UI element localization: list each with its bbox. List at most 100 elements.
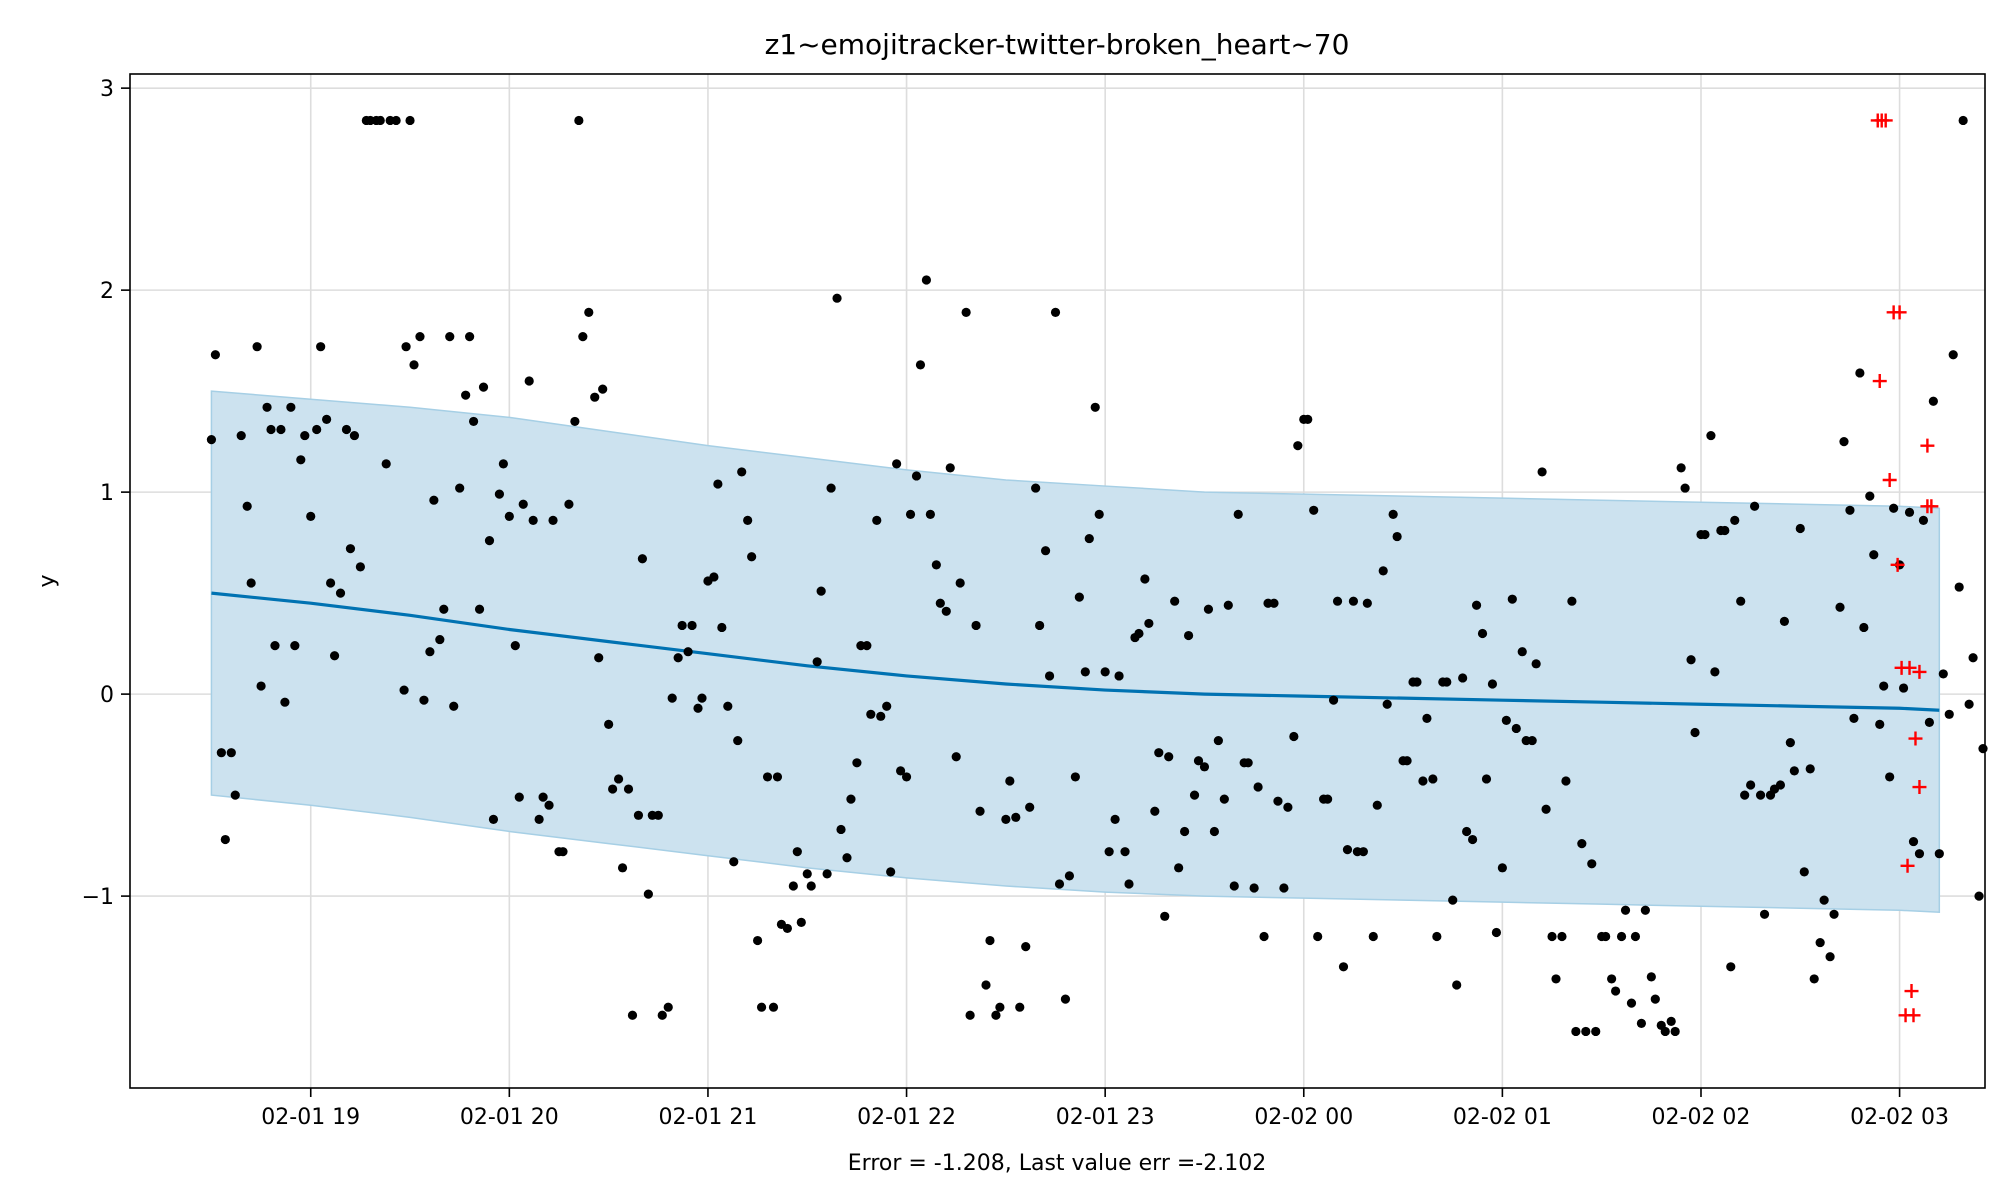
observed-point [1448,895,1458,905]
observed-point [826,483,836,493]
observed-point [1889,503,1899,513]
observed-point [1865,491,1875,501]
holdout-point [1920,438,1935,453]
observed-point [1348,596,1359,606]
observed-point [1001,814,1011,824]
observed-point [1233,509,1243,519]
observed-point [991,1010,1001,1020]
observed-point [1819,895,1829,905]
observed-point [1328,695,1339,705]
observed-point [683,647,693,657]
observed-point [1547,931,1557,942]
observed-point [633,810,644,820]
observed-point [300,430,310,441]
observed-point [498,459,508,469]
observed-point [1293,441,1303,451]
observed-point [677,620,687,631]
observed-point [1918,515,1929,526]
observed-point [1418,776,1428,786]
observed-point [1620,905,1631,915]
observed-point [435,634,445,645]
observed-point [1835,602,1845,612]
observed-point [832,293,842,303]
observed-point [852,758,862,768]
observed-point [1050,307,1061,317]
observed-point [713,479,723,489]
observed-point [1362,598,1372,608]
observed-point [1471,600,1482,610]
observed-point [461,390,471,400]
observed-point [768,1002,779,1012]
observed-point [1700,529,1710,540]
observed-point [1080,667,1090,677]
observed-point [1904,507,1915,517]
observed-point [484,536,495,546]
observed-point [1740,790,1750,800]
observed-point [296,455,306,465]
observed-point [1845,505,1855,515]
y-tick-label: 1 [100,481,114,506]
x-tick-label: 02-02 00 [1254,1105,1353,1130]
observed-point [1491,927,1502,938]
observed-point [1750,501,1760,511]
observed-point [905,509,916,519]
observed-point [1189,790,1200,800]
observed-point [1338,962,1349,972]
observed-point [1805,764,1815,774]
observed-point [1100,667,1110,677]
observed-point [1378,566,1388,576]
holdout-point [1906,1008,1921,1023]
observed-point [534,814,544,824]
observed-point [1616,931,1627,942]
observed-point [1183,630,1194,641]
observed-point [637,554,648,564]
observed-point [230,790,240,800]
observed-point [663,1002,673,1012]
observed-point [1626,998,1637,1008]
observed-point [1680,483,1690,493]
observed-point [1044,671,1055,681]
observed-point [1591,1026,1601,1037]
observed-point [1243,758,1253,768]
observed-point [762,772,773,782]
observed-point [1090,402,1100,412]
observed-point [488,814,499,824]
observed-point [478,382,489,392]
observed-point [753,935,763,946]
observed-point [494,489,505,499]
observed-point [1193,756,1204,766]
observed-point [399,685,409,695]
observed-point [1839,437,1849,447]
observed-point [1746,780,1756,790]
observed-point [1789,766,1799,776]
observed-point [876,711,886,721]
observed-point [1462,826,1472,837]
observed-point [1686,655,1696,665]
chart-title: z1~emojitracker-twitter-broken_heart~70 [765,28,1350,61]
observed-point [1481,774,1492,784]
observed-point [504,511,514,521]
observed-point [544,800,554,810]
observed-point [1432,931,1442,942]
y-axis-ticks: −1 0 1 2 3 [82,77,130,910]
y-tick-label: 3 [100,77,114,102]
observed-point [270,641,280,651]
observed-point [812,657,822,667]
observed-point [788,881,798,891]
observed-point [1581,1026,1591,1037]
observed-point [345,544,356,554]
observed-point [236,430,246,441]
holdout-point [1872,374,1887,389]
observed-point [510,641,520,651]
holdout-point [1924,499,1939,514]
observed-point [1279,883,1289,893]
holdout-point [1904,984,1919,999]
holdout-points-layer [1870,113,1939,1023]
observed-point [743,515,753,526]
observed-point [1859,622,1869,633]
observed-point [822,869,832,879]
observed-point [252,342,262,352]
observed-point [325,578,336,588]
observed-point [1968,653,1978,663]
observed-point [604,719,614,730]
